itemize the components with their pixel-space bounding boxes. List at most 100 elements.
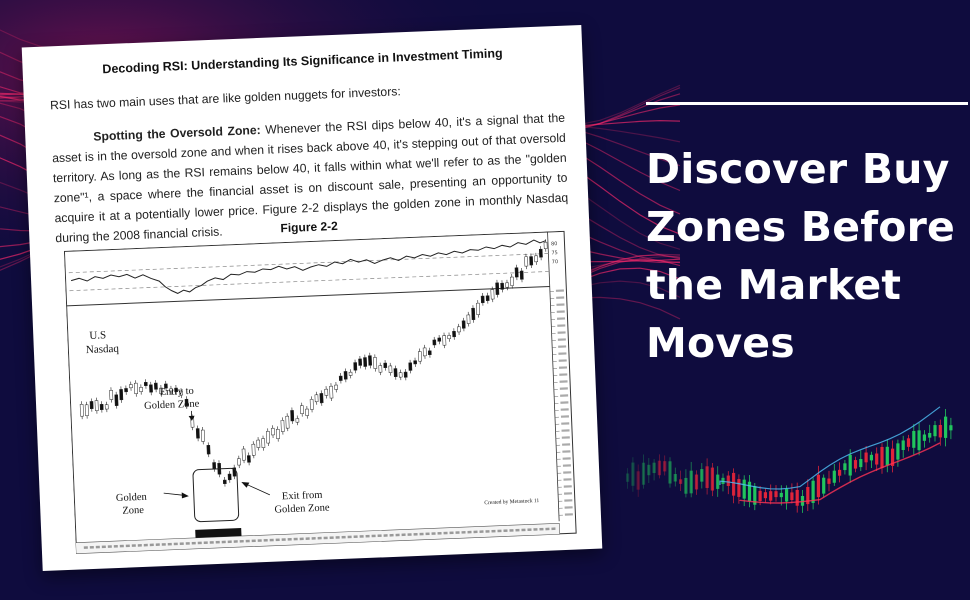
date-tick-label [329, 536, 334, 539]
series-label-nasdaq: Nasdaq [86, 343, 120, 356]
date-tick-label [179, 542, 184, 546]
decor-candle-body [848, 454, 852, 476]
date-tick-label [101, 545, 106, 549]
figure-candle-body [309, 399, 314, 410]
date-tick-label [89, 545, 94, 549]
golden-zone-box [192, 467, 240, 523]
date-tick-label [371, 534, 376, 538]
price-tick-label [556, 303, 565, 306]
date-tick-label [443, 531, 448, 535]
figure-candle-body [314, 394, 319, 403]
price-tick-label [560, 408, 569, 411]
exit-label-line1: Exit from [282, 490, 323, 503]
price-tick-label [563, 471, 572, 474]
price-tick-label [558, 359, 567, 362]
decor-candle-body [885, 446, 889, 466]
figure-candle-body [519, 270, 524, 280]
date-tick-label [263, 538, 268, 542]
decor-candle-body [811, 480, 815, 503]
price-tick-label [555, 289, 564, 292]
decor-candle-body [647, 464, 651, 476]
price-tick-label [559, 373, 568, 376]
decor-candle-body [795, 489, 799, 506]
series-label-us: U.S [89, 329, 106, 342]
figure-candle-body [447, 335, 452, 340]
rsi-lower-level [69, 271, 550, 292]
figure-candle-body [485, 295, 490, 301]
date-tick-label [407, 533, 412, 536]
figure-candle-body [275, 429, 280, 439]
date-tick-label [95, 545, 100, 549]
figure-candle-body [543, 241, 548, 250]
decor-candle-body [922, 434, 926, 441]
date-tick-label [347, 535, 352, 539]
decor-candle-body [806, 487, 810, 505]
figure-candle-body [403, 371, 408, 378]
price-tick-label [564, 499, 573, 502]
decor-candle-body [774, 491, 778, 498]
nasdaq-candles [79, 239, 548, 487]
rsi-tick-70: 70 [552, 259, 559, 265]
date-tick-label [377, 534, 382, 538]
figure-candle-body [179, 390, 184, 396]
recession-bar [195, 528, 242, 538]
date-tick-label [551, 527, 556, 531]
figure-candle-body [206, 445, 211, 455]
date-tick-label [281, 538, 286, 541]
figure-candle-body [324, 388, 329, 396]
figure-candle-body [393, 368, 398, 378]
document-page: Decoding RSI: Understanding Its Signific… [21, 24, 603, 572]
date-tick-label [479, 530, 484, 533]
price-tick-label [557, 338, 566, 341]
date-tick-label [227, 540, 232, 544]
rsi-upper-level [68, 253, 549, 274]
decor-candle-body [700, 469, 704, 482]
price-tick-label [557, 324, 566, 327]
decorative-candlestick-chart [626, 406, 953, 513]
date-tick-label [353, 535, 358, 539]
decor-candle-body [726, 475, 730, 486]
date-tick-label [251, 539, 256, 543]
figure-candle-body [510, 276, 514, 286]
figure-candle-body [164, 383, 168, 389]
figure-candle-body [261, 438, 266, 449]
headline-divider [646, 102, 968, 105]
figure-candle-body [124, 388, 128, 393]
figure-candle-body [413, 360, 417, 365]
figure-candle-body [79, 403, 84, 417]
date-tick-label [449, 531, 454, 535]
date-tick-label [299, 537, 304, 541]
decor-candle-body [901, 440, 905, 450]
date-tick-label [239, 539, 244, 543]
decor-candle-body [790, 492, 794, 501]
date-tick-label [389, 533, 394, 537]
date-tick-label [269, 538, 274, 542]
date-tick-label [461, 531, 466, 534]
figure-candle-body [200, 429, 205, 442]
zone-label-line2: Zone [122, 505, 144, 517]
decor-candle-body [779, 492, 783, 498]
zone-arrowhead [181, 492, 189, 499]
decor-candle-body [673, 474, 677, 482]
decor-candle-body [859, 459, 863, 468]
figure-candle-body [466, 314, 471, 324]
price-axis-ticks [549, 289, 573, 516]
decor-ma-slow [739, 442, 941, 504]
decor-candle-body [880, 446, 884, 469]
figure-candle-body [427, 350, 432, 356]
figure-candle-body [500, 282, 505, 290]
decor-candle-body [832, 470, 836, 483]
headline-line-4: Moves [646, 319, 795, 367]
figure-candle-body [241, 448, 246, 461]
date-tick-label [107, 545, 112, 548]
decor-candle-body [689, 470, 693, 494]
date-tick-label [125, 544, 130, 548]
decor-candle-body [668, 461, 672, 484]
price-tick-label [562, 457, 571, 460]
figure-candle-body [270, 427, 275, 436]
exit-label-line2: Golden Zone [274, 502, 330, 515]
rsi-tick-80: 80 [551, 241, 558, 247]
figure-candle-body [408, 362, 413, 371]
figure-candle-body [480, 295, 485, 304]
date-tick-label [119, 544, 124, 548]
